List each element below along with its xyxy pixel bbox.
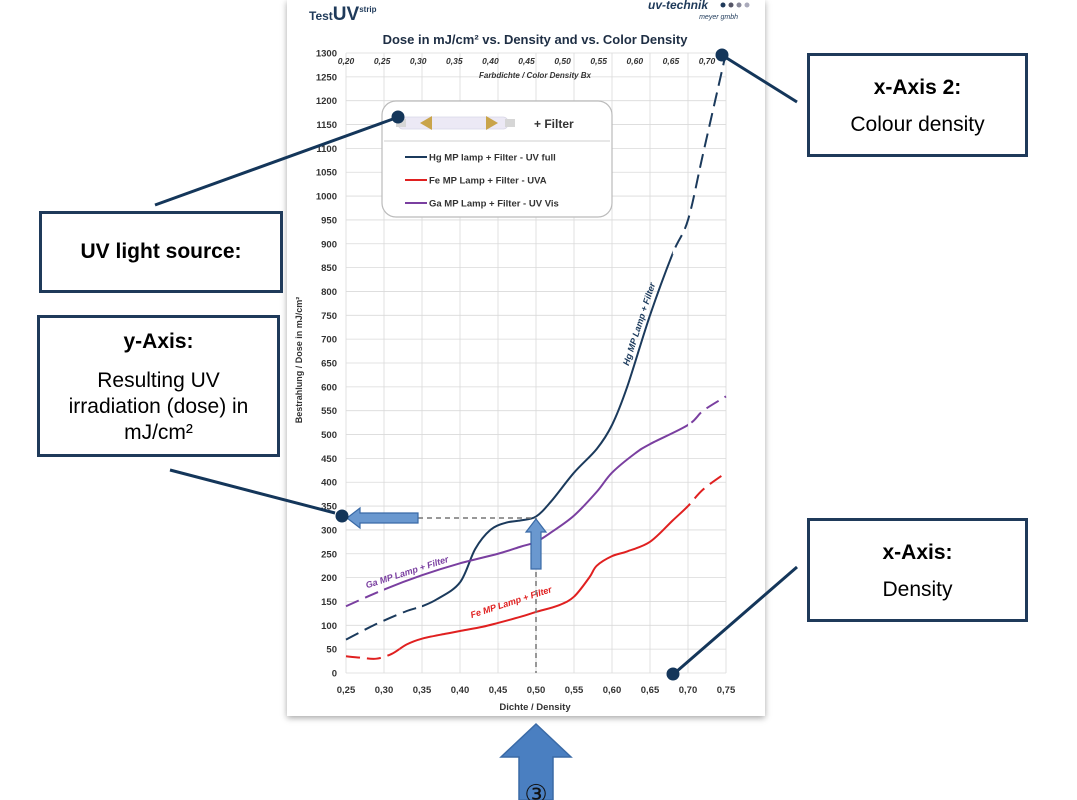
x2-tick-labels: 0,20 0,25 0,30 0,35 0,40 0,45 0,50 0,55 0,60 0,65… <box>338 56 716 66</box>
legend: + Filter Hg MP lamp + Filter - UV full Fe… <box>381 100 613 218</box>
x-tick-label: 0,40 <box>451 685 470 696</box>
legend-item-ga: Ga MP Lamp + Filter - UV Vis <box>429 199 559 210</box>
x-axis-2-callout: x-Axis 2: Colour density <box>807 53 1028 157</box>
uv-light-connector <box>154 117 394 207</box>
step-arrow: ③ <box>499 722 573 800</box>
callout-connectors <box>154 48 798 681</box>
step-marker: ③ <box>524 780 547 800</box>
y-tick-label: 1100 <box>316 144 337 155</box>
x2-tick-label: 0,35 <box>446 56 463 66</box>
y-axis-dot <box>335 509 349 523</box>
density-up-arrow <box>524 518 548 570</box>
y-tick-label: 650 <box>321 359 337 370</box>
chart-title: Dose in mJ/cm² vs. Density and vs. Color… <box>383 32 689 47</box>
dose-left-arrow <box>346 506 419 530</box>
y-tick-label: 250 <box>321 549 337 560</box>
x-tick-label: 0,60 <box>603 685 622 696</box>
x2-tick-label: 0,70 <box>699 56 716 66</box>
x2-tick-label: 0,40 <box>482 56 499 66</box>
y-tick-label: 350 <box>321 502 337 513</box>
x2-axis-label: Farbdichte / Color Density Bx <box>479 71 592 80</box>
x-tick-label: 0,45 <box>489 685 508 696</box>
y-tick-label: 1250 <box>316 72 337 83</box>
x-tick-label: 0,70 <box>679 685 698 696</box>
x2-tick-label: 0,55 <box>590 56 607 66</box>
ga-curve-label: Ga MP Lamp + Filter <box>364 554 450 590</box>
y-tick-label: 600 <box>321 382 337 393</box>
x-axis-2-dot <box>715 48 729 62</box>
y-tick-label: 450 <box>321 454 337 465</box>
x-axis-2-title: x-Axis 2: <box>873 76 962 99</box>
hg-series-line <box>422 250 673 608</box>
legend-item-hg: Hg MP lamp + Filter - UV full <box>429 153 556 164</box>
lamp-icon <box>396 116 515 130</box>
y-tick-label: 800 <box>321 287 337 298</box>
y-tick-label: 300 <box>321 525 337 536</box>
uv-light-source-callout: UV light source: <box>39 211 283 293</box>
x-axis-connector <box>675 565 798 674</box>
y-tick-label: 200 <box>321 573 337 584</box>
y-tick-label: 400 <box>321 478 337 489</box>
y-tick-label: 700 <box>321 335 337 346</box>
x-tick-label: 0,75 <box>717 685 736 696</box>
x-tick-label: 0,55 <box>565 685 584 696</box>
x-axis-2-connector <box>724 55 798 104</box>
y-tick-label: 1150 <box>316 120 337 131</box>
y-tick-label: 1300 <box>316 49 337 60</box>
brand-subtitle: meyer gmbh <box>699 14 738 21</box>
x-tick-labels: 0,25 0,30 0,35 0,40 0,45 0,50 0,55 0,60 0,65 0,70… <box>337 685 736 696</box>
x-axis-body: Density <box>882 578 953 601</box>
y-axis-connector <box>169 468 336 515</box>
x2-tick-label: 0,20 <box>338 56 355 66</box>
uv-light-dot <box>391 110 405 124</box>
x-axis-2-body: Colour density <box>850 113 985 136</box>
x2-tick-label: 0,50 <box>554 56 571 66</box>
x-axis-dot <box>666 667 680 681</box>
y-axis-body: Resulting UV irradiation (dose) in mJ/cm… <box>68 369 249 444</box>
x-axis-title: x-Axis: <box>882 541 953 564</box>
x2-tick-label: 0,65 <box>663 56 680 66</box>
legend-item-fe: Fe MP Lamp + Filter - UVA <box>429 176 547 187</box>
x-axis-label: Dichte / Density <box>499 702 571 713</box>
y-tick-label: 50 <box>326 645 337 656</box>
x2-tick-label: 0,30 <box>410 56 427 66</box>
ga-series-line-group <box>345 395 727 608</box>
y-axis-title: y-Axis: <box>123 330 194 353</box>
y-tick-label: 100 <box>321 621 337 632</box>
y-tick-label: 1200 <box>316 96 337 107</box>
y-tick-label: 0 <box>332 669 337 680</box>
y-axis-label: Bestrahlung / Dose in mJ/cm² <box>294 297 304 424</box>
brand-logo: uv-technik <box>648 0 709 12</box>
uv-light-source-title: UV light source: <box>80 240 242 263</box>
y-tick-label: 500 <box>321 430 337 441</box>
x-tick-label: 0,30 <box>375 685 394 696</box>
y-axis-callout: y-Axis: Resulting UV irradiation (dose) … <box>37 315 280 457</box>
legend-header: + Filter <box>534 117 574 131</box>
x-tick-label: 0,65 <box>641 685 660 696</box>
hg-series-line-group <box>345 52 727 641</box>
y-tick-label: 550 <box>321 406 337 417</box>
x-tick-label: 0,35 <box>413 685 432 696</box>
hg-curve-label: Hg MP Lamp + Filter <box>621 281 657 367</box>
y-tick-label: 1000 <box>316 192 337 203</box>
brand-dots <box>720 2 750 8</box>
x2-tick-label: 0,60 <box>627 56 644 66</box>
y-tick-label: 950 <box>321 215 337 226</box>
x-tick-label: 0,25 <box>337 685 356 696</box>
x-axis-callout: x-Axis: Density <box>807 518 1028 622</box>
y-tick-label: 150 <box>321 597 337 608</box>
y-tick-label: 750 <box>321 311 337 322</box>
fe-curve-label: Fe MP Lamp + Filter <box>469 584 553 620</box>
y-tick-label: 1050 <box>316 168 337 179</box>
ga-series-line <box>384 423 688 591</box>
y-tick-label: 900 <box>321 239 337 250</box>
x2-tick-label: 0,25 <box>374 56 391 66</box>
y-tick-label: 850 <box>321 263 337 274</box>
product-logo: TestUVstrip <box>309 4 377 25</box>
x-tick-label: 0,50 <box>527 685 546 696</box>
y-tick-labels: 0 50 100 150 200 250 300 350 400 450 500 550 600 650 7… <box>316 49 337 680</box>
x2-tick-label: 0,45 <box>518 56 535 66</box>
